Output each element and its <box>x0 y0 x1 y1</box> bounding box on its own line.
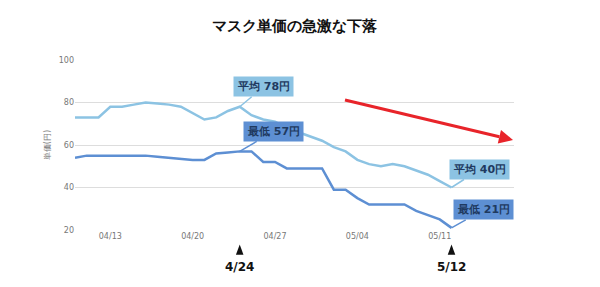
svg-text:04/13: 04/13 <box>99 232 122 241</box>
svg-text:40: 40 <box>64 183 74 192</box>
svg-text:80: 80 <box>64 98 74 107</box>
svg-text:100: 100 <box>59 56 74 65</box>
svg-text:04/20: 04/20 <box>181 232 204 241</box>
svg-text:単価(円): 単価(円) <box>43 130 52 160</box>
svg-text:最低 57円: 最低 57円 <box>247 125 300 138</box>
svg-text:平均 78円: 平均 78円 <box>237 80 290 93</box>
svg-text:マスク単価の急激な下落: マスク単価の急激な下落 <box>212 17 378 35</box>
svg-text:60: 60 <box>64 141 74 150</box>
svg-text:05/04: 05/04 <box>346 232 369 241</box>
svg-text:最低 21円: 最低 21円 <box>457 203 510 216</box>
svg-text:5/12: 5/12 <box>437 260 466 274</box>
svg-text:20: 20 <box>64 226 74 235</box>
svg-text:05/11: 05/11 <box>428 232 451 241</box>
svg-text:04/27: 04/27 <box>263 232 286 241</box>
svg-text:4/24: 4/24 <box>225 260 254 274</box>
svg-text:平均 40円: 平均 40円 <box>453 163 506 176</box>
